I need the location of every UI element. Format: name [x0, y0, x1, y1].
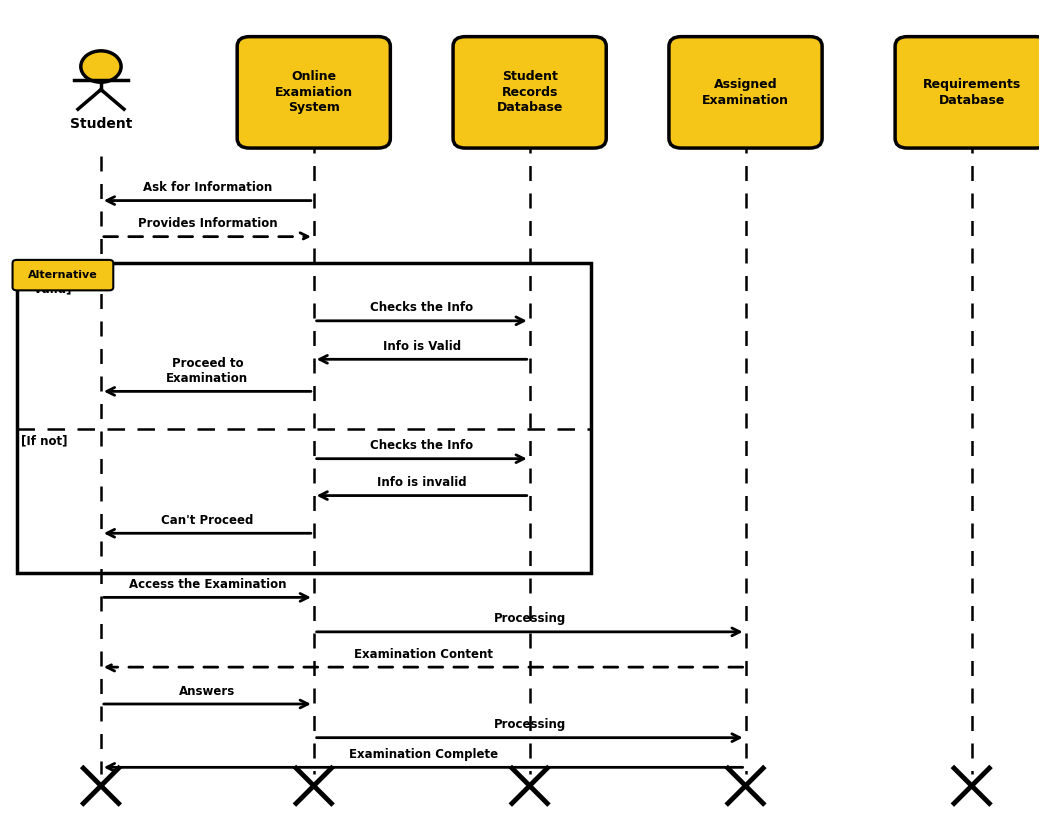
- Text: Alternative: Alternative: [28, 270, 98, 280]
- Text: Checks the Info: Checks the Info: [370, 439, 473, 452]
- Text: Processing: Processing: [493, 718, 565, 731]
- Text: Examination Content: Examination Content: [354, 648, 493, 661]
- Text: Examination Complete: Examination Complete: [348, 748, 498, 761]
- Text: Online
Examiation
System: Online Examiation System: [275, 70, 352, 115]
- Text: Proceed to
Examination: Proceed to Examination: [167, 357, 249, 385]
- Circle shape: [81, 51, 121, 83]
- Text: Ask for Information: Ask for Information: [143, 181, 272, 194]
- Text: Requirements
Database: Requirements Database: [922, 78, 1021, 106]
- FancyBboxPatch shape: [13, 260, 113, 290]
- Text: Assigned
Examination: Assigned Examination: [702, 78, 789, 106]
- FancyBboxPatch shape: [453, 37, 606, 148]
- Bar: [17, 263, 592, 573]
- Text: [If Info is
 valid]: [If Info is valid]: [21, 268, 81, 296]
- Text: Info is invalid: Info is invalid: [377, 476, 467, 489]
- Text: Processing: Processing: [493, 613, 565, 626]
- Text: Checks the Info: Checks the Info: [370, 301, 473, 314]
- Text: Info is Valid: Info is Valid: [383, 340, 461, 353]
- Text: Provides Information: Provides Information: [137, 218, 277, 230]
- FancyBboxPatch shape: [669, 37, 822, 148]
- Text: Answers: Answers: [179, 685, 235, 698]
- FancyBboxPatch shape: [895, 37, 1048, 148]
- FancyBboxPatch shape: [237, 37, 390, 148]
- Text: [If not]: [If not]: [21, 434, 67, 447]
- Text: Student
Records
Database: Student Records Database: [496, 70, 563, 115]
- Text: Student: Student: [70, 117, 132, 131]
- Text: Access the Examination: Access the Examination: [129, 578, 286, 591]
- Text: Can't Proceed: Can't Proceed: [162, 514, 254, 527]
